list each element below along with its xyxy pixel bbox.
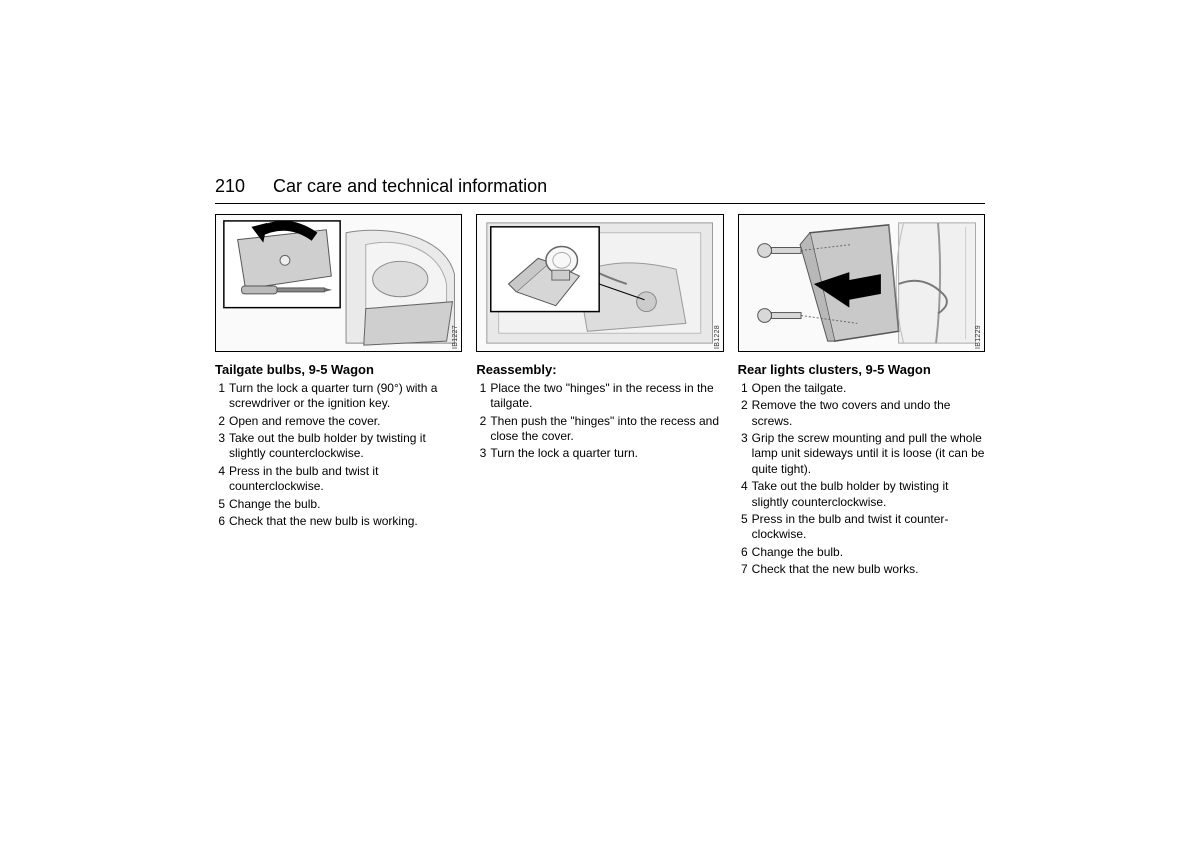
figure-id-label: IB1228 (714, 325, 721, 349)
list-item: 4Take out the bulb holder by twisting it… (738, 479, 985, 510)
illustration-bulb-holder (477, 215, 722, 351)
column-rear-lights: IB1229 Rear lights clusters, 9-5 Wagon 1… (738, 214, 985, 579)
manual-page: 210 Car care and technical information (0, 0, 1200, 579)
illustration-rear-light-cluster (739, 215, 984, 351)
steps-reassembly: 1Place the two "hinges" in the recess in… (476, 381, 723, 462)
list-item: 5Press in the bulb and twist it counter­… (738, 512, 985, 543)
list-item: 3Turn the lock a quarter turn. (476, 446, 723, 461)
page-header: 210 Car care and technical information (215, 176, 985, 204)
list-item: 6Change the bulb. (738, 545, 985, 560)
column-tailgate-bulbs: IB1227 Tailgate bulbs, 9-5 Wagon 1Turn t… (215, 214, 462, 579)
list-item: 7Check that the new bulb works. (738, 562, 985, 577)
page-number: 210 (215, 176, 245, 197)
list-item: 1Place the two "hinges" in the recess in… (476, 381, 723, 412)
steps-rear-lights: 1Open the tailgate. 2Remove the two cove… (738, 381, 985, 577)
figure-rear-light-cluster: IB1229 (738, 214, 985, 352)
columns: IB1227 Tailgate bulbs, 9-5 Wagon 1Turn t… (215, 214, 985, 579)
steps-tailgate-bulbs: 1Turn the lock a quarter turn (90°) with… (215, 381, 462, 529)
figure-id-label: IB1227 (452, 325, 459, 349)
list-item: 3Take out the bulb holder by twisting it… (215, 431, 462, 462)
list-item: 1Turn the lock a quarter turn (90°) with… (215, 381, 462, 412)
column-reassembly: IB1228 Reassembly: 1Place the two "hinge… (476, 214, 723, 579)
list-item: 1Open the tailgate. (738, 381, 985, 396)
list-item: 2Open and remove the cover. (215, 414, 462, 429)
list-item: 5Change the bulb. (215, 497, 462, 512)
list-item: 4Press in the bulb and twist it counterc… (215, 464, 462, 495)
heading-rear-lights: Rear lights clusters, 9-5 Wagon (738, 362, 985, 377)
section-title: Car care and technical information (273, 176, 547, 197)
list-item: 3Grip the screw mounting and pull the wh… (738, 431, 985, 477)
list-item: 2Then push the "hinges" into the recess … (476, 414, 723, 445)
heading-tailgate-bulbs: Tailgate bulbs, 9-5 Wagon (215, 362, 462, 377)
illustration-tailgate-cover (216, 215, 461, 351)
list-item: 6Check that the new bulb is working. (215, 514, 462, 529)
list-item: 2Remove the two covers and undo the scre… (738, 398, 985, 429)
figure-tailgate-cover: IB1227 (215, 214, 462, 352)
figure-id-label: IB1229 (975, 325, 982, 349)
heading-reassembly: Reassembly: (476, 362, 723, 377)
figure-bulb-holder: IB1228 (476, 214, 723, 352)
